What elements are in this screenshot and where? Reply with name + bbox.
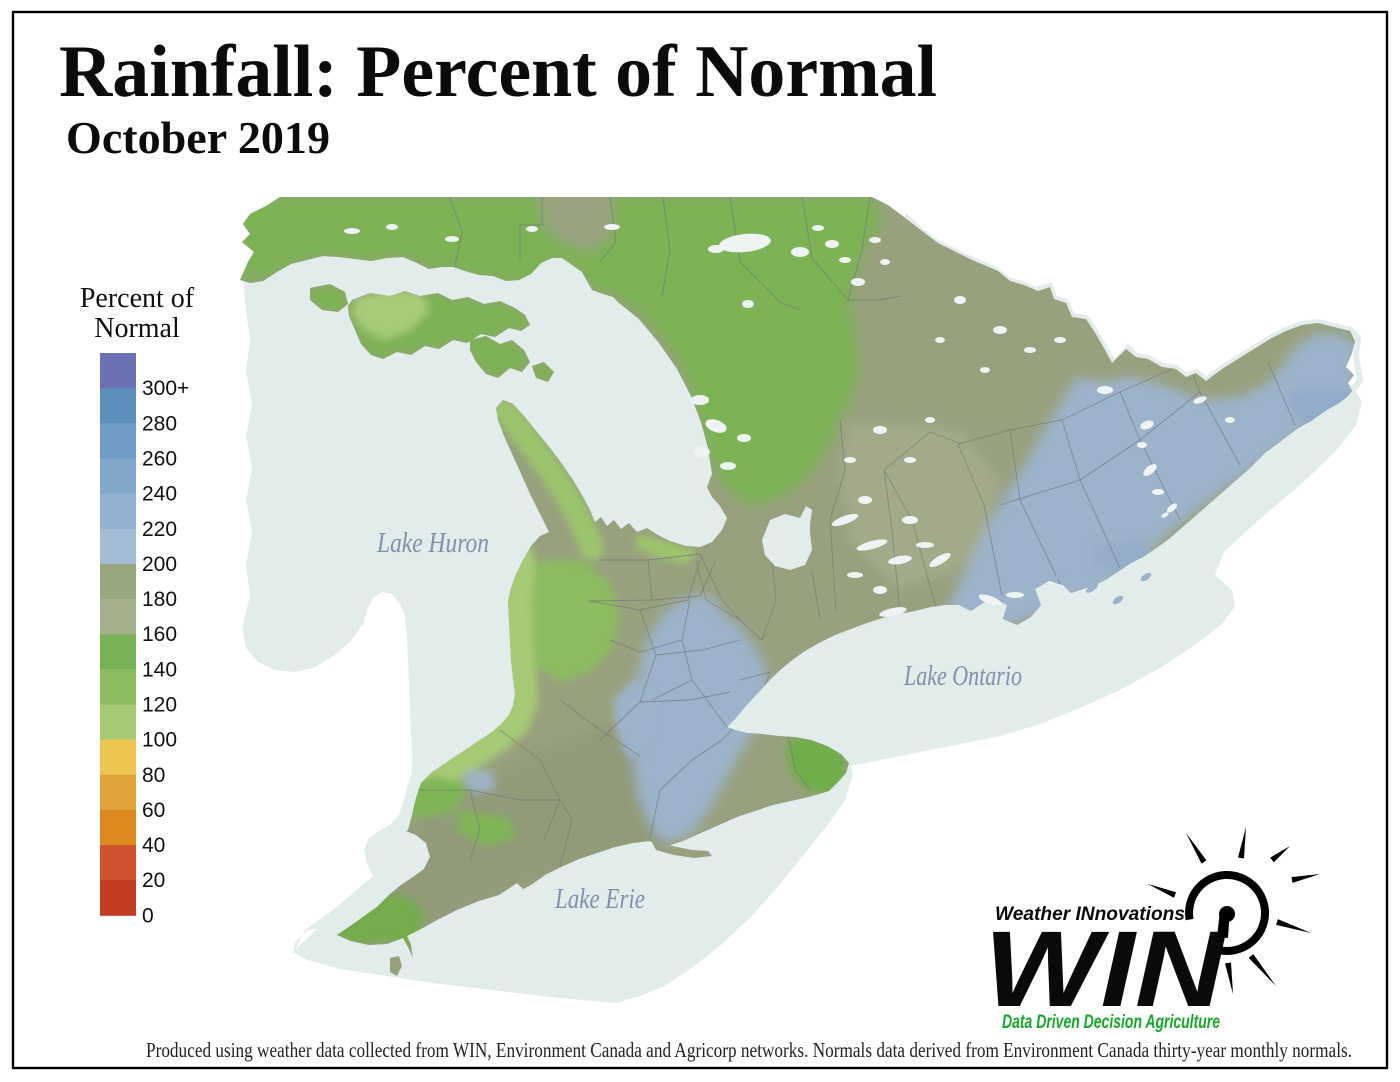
svg-text:Lake Erie: Lake Erie <box>554 884 645 915</box>
svg-text:280: 280 <box>142 412 177 435</box>
svg-text:120: 120 <box>142 694 177 717</box>
svg-text:October 2019: October 2019 <box>66 113 330 163</box>
svg-text:80: 80 <box>142 764 165 787</box>
svg-text:300+: 300+ <box>142 377 189 400</box>
svg-text:200: 200 <box>142 553 177 576</box>
svg-text:Produced using weather data co: Produced using weather data collected fr… <box>146 1038 1352 1062</box>
svg-text:WIN: WIN <box>984 908 1226 1029</box>
svg-text:100: 100 <box>142 729 177 752</box>
svg-text:260: 260 <box>142 447 177 470</box>
svg-text:Rainfall: Percent of Normal: Rainfall: Percent of Normal <box>59 31 937 113</box>
svg-text:Data Driven Decision Agricultu: Data Driven Decision Agriculture <box>1002 1012 1220 1033</box>
svg-text:Lake Ontario: Lake Ontario <box>903 661 1022 692</box>
svg-text:40: 40 <box>142 834 165 857</box>
svg-text:180: 180 <box>142 588 177 611</box>
svg-text:Lake Huron: Lake Huron <box>376 528 489 559</box>
svg-text:220: 220 <box>142 518 177 541</box>
svg-text:Percent of: Percent of <box>80 283 195 314</box>
svg-text:240: 240 <box>142 483 177 506</box>
svg-text:60: 60 <box>142 799 165 822</box>
svg-text:20: 20 <box>142 869 165 892</box>
svg-text:140: 140 <box>142 658 177 681</box>
svg-text:Weather INnovations: Weather INnovations <box>995 904 1185 925</box>
svg-text:160: 160 <box>142 623 177 646</box>
svg-text:0: 0 <box>142 904 154 927</box>
svg-text:Normal: Normal <box>94 313 180 344</box>
